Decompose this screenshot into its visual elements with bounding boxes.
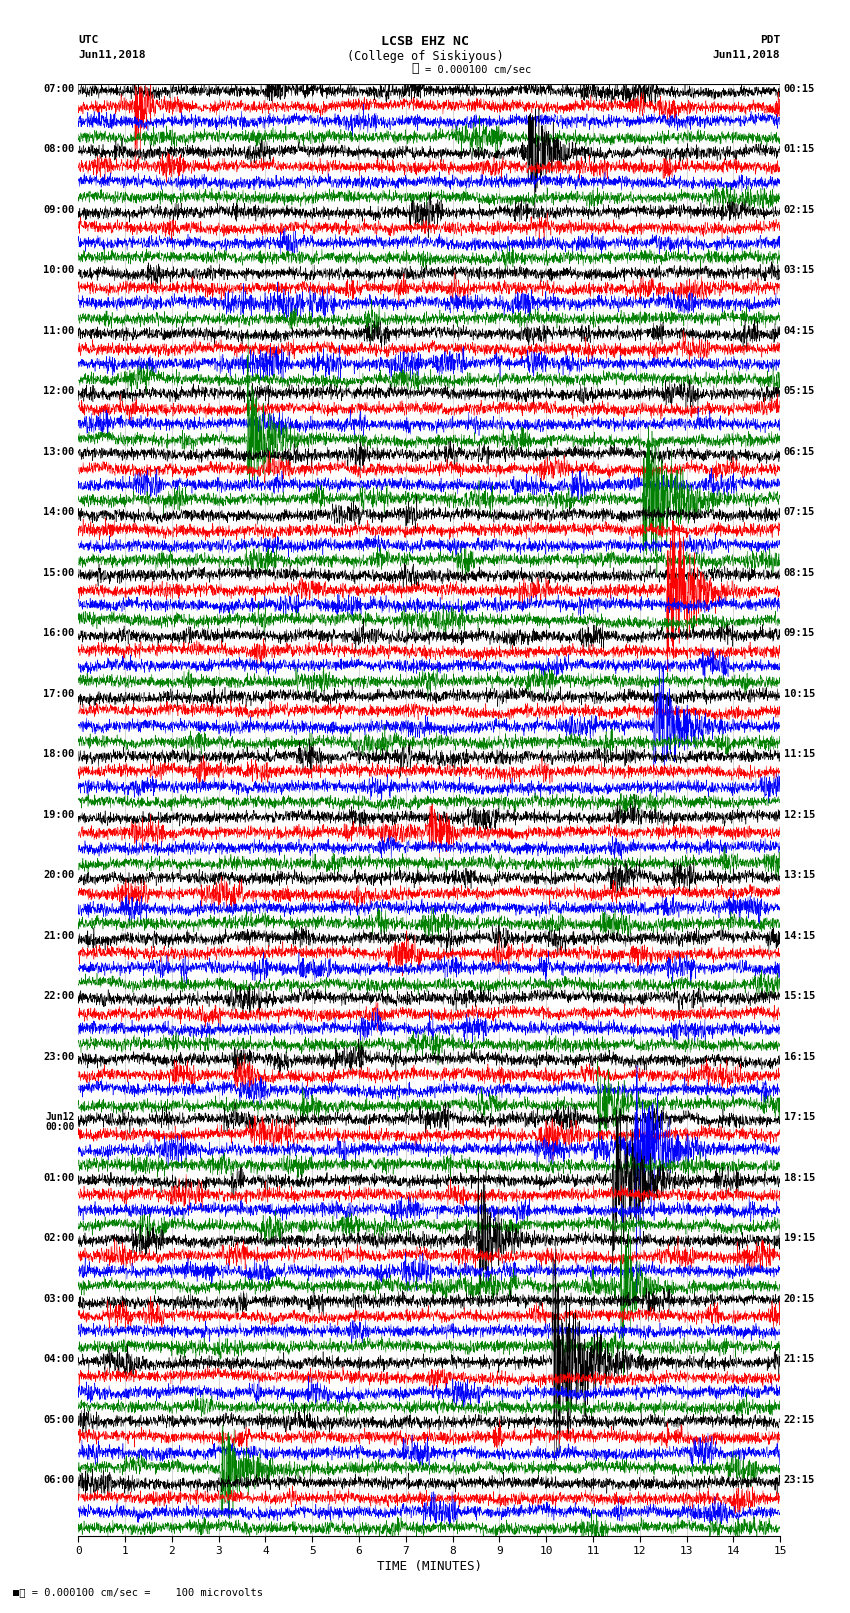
- Text: 04:15: 04:15: [784, 326, 815, 336]
- Text: 05:15: 05:15: [784, 387, 815, 397]
- Text: 19:15: 19:15: [784, 1232, 815, 1244]
- Text: 15:00: 15:00: [43, 568, 75, 577]
- Text: PDT: PDT: [760, 35, 780, 45]
- Text: 18:00: 18:00: [43, 748, 75, 760]
- Text: 15:15: 15:15: [784, 990, 815, 1002]
- Text: 10:00: 10:00: [43, 266, 75, 276]
- Text: LCSB EHZ NC: LCSB EHZ NC: [381, 35, 469, 48]
- Text: 06:15: 06:15: [784, 447, 815, 456]
- Text: 17:15: 17:15: [784, 1113, 815, 1123]
- X-axis label: TIME (MINUTES): TIME (MINUTES): [377, 1560, 482, 1573]
- Text: 17:00: 17:00: [43, 689, 75, 698]
- Text: 01:15: 01:15: [784, 145, 815, 155]
- Text: 11:00: 11:00: [43, 326, 75, 336]
- Text: Jun12
00:00: Jun12 00:00: [45, 1113, 75, 1132]
- Text: 10:15: 10:15: [784, 689, 815, 698]
- Text: 13:15: 13:15: [784, 871, 815, 881]
- Text: 02:00: 02:00: [43, 1232, 75, 1244]
- Text: 22:15: 22:15: [784, 1415, 815, 1424]
- Text: 23:15: 23:15: [784, 1474, 815, 1486]
- Text: 03:00: 03:00: [43, 1294, 75, 1303]
- Text: 09:15: 09:15: [784, 629, 815, 639]
- Text: Jun11,2018: Jun11,2018: [713, 50, 780, 60]
- Text: UTC: UTC: [78, 35, 99, 45]
- Text: 06:00: 06:00: [43, 1474, 75, 1486]
- Text: 00:15: 00:15: [784, 84, 815, 94]
- Text: 08:15: 08:15: [784, 568, 815, 577]
- Text: 16:15: 16:15: [784, 1052, 815, 1061]
- Text: 23:00: 23:00: [43, 1052, 75, 1061]
- Text: 16:00: 16:00: [43, 629, 75, 639]
- Text: Jun11,2018: Jun11,2018: [78, 50, 145, 60]
- Text: 07:15: 07:15: [784, 506, 815, 518]
- Text: 22:00: 22:00: [43, 990, 75, 1002]
- Text: 18:15: 18:15: [784, 1173, 815, 1182]
- Text: 12:15: 12:15: [784, 810, 815, 819]
- Text: 14:00: 14:00: [43, 506, 75, 518]
- Text: 09:00: 09:00: [43, 205, 75, 215]
- Text: ■⎸ = 0.000100 cm/sec =    100 microvolts: ■⎸ = 0.000100 cm/sec = 100 microvolts: [13, 1587, 263, 1597]
- Text: = 0.000100 cm/sec: = 0.000100 cm/sec: [425, 65, 531, 74]
- Text: ⎸: ⎸: [411, 63, 418, 76]
- Text: 19:00: 19:00: [43, 810, 75, 819]
- Text: 14:15: 14:15: [784, 931, 815, 940]
- Text: 21:15: 21:15: [784, 1355, 815, 1365]
- Text: 07:00: 07:00: [43, 84, 75, 94]
- Text: 12:00: 12:00: [43, 387, 75, 397]
- Text: 02:15: 02:15: [784, 205, 815, 215]
- Text: 01:00: 01:00: [43, 1173, 75, 1182]
- Text: 08:00: 08:00: [43, 145, 75, 155]
- Text: 04:00: 04:00: [43, 1355, 75, 1365]
- Text: 05:00: 05:00: [43, 1415, 75, 1424]
- Text: 13:00: 13:00: [43, 447, 75, 456]
- Text: 21:00: 21:00: [43, 931, 75, 940]
- Text: (College of Siskiyous): (College of Siskiyous): [347, 50, 503, 63]
- Text: 03:15: 03:15: [784, 266, 815, 276]
- Text: 11:15: 11:15: [784, 748, 815, 760]
- Text: 20:00: 20:00: [43, 871, 75, 881]
- Text: 20:15: 20:15: [784, 1294, 815, 1303]
